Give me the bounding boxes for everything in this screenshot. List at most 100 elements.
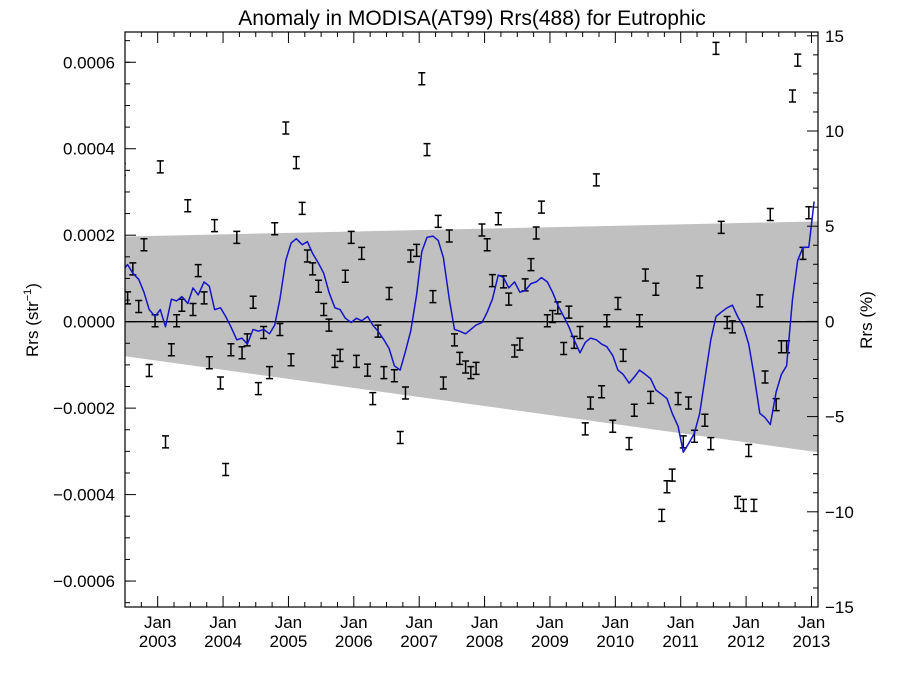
data-point — [745, 443, 753, 458]
data-point-marker — [511, 344, 519, 358]
data-point-marker — [750, 498, 758, 513]
data-point-marker — [658, 508, 666, 523]
data-point-marker — [434, 214, 442, 229]
x-tick-label-month: Jan — [732, 613, 759, 632]
data-point-marker — [162, 435, 170, 449]
data-point — [194, 263, 202, 278]
data-point — [717, 220, 725, 235]
data-point-marker — [761, 370, 769, 384]
data-point — [652, 282, 660, 296]
data-point — [254, 381, 262, 396]
data-point — [249, 295, 257, 309]
data-point — [560, 341, 568, 356]
data-point — [537, 200, 545, 214]
data-point — [707, 436, 715, 451]
data-point-marker — [287, 352, 295, 367]
data-point-marker — [652, 282, 660, 296]
data-point — [352, 354, 360, 369]
y-right-tick-label: −10 — [825, 503, 854, 522]
data-point-marker — [156, 160, 164, 174]
data-point-marker — [805, 205, 813, 220]
data-point-marker — [227, 343, 235, 357]
y-right-tick-label: −5 — [825, 408, 844, 427]
data-point — [167, 343, 175, 357]
data-point — [609, 419, 617, 434]
data-point — [766, 207, 774, 222]
data-point — [734, 495, 742, 510]
data-point — [619, 348, 627, 363]
x-tick-label-month: Jan — [275, 613, 302, 632]
data-point — [336, 348, 344, 363]
data-point — [511, 344, 519, 358]
data-point-marker — [717, 220, 725, 235]
data-point — [227, 343, 235, 357]
data-point-marker — [527, 257, 535, 272]
data-point — [756, 294, 764, 308]
data-point-marker — [233, 230, 241, 245]
data-point-marker — [636, 314, 644, 328]
data-point-marker — [712, 41, 720, 56]
data-point — [429, 289, 437, 304]
data-point — [320, 302, 328, 317]
data-point — [364, 363, 372, 377]
data-point-marker — [505, 292, 513, 306]
data-point — [173, 314, 181, 328]
data-point — [439, 376, 447, 390]
data-point — [401, 386, 409, 400]
y-left-tick-label: 0.0006 — [63, 53, 115, 72]
data-point — [625, 436, 633, 451]
data-point — [636, 314, 644, 328]
data-point — [418, 71, 426, 86]
x-tick-label-year: 2004 — [204, 632, 242, 651]
data-point-marker — [254, 381, 262, 396]
x-tick-label-year: 2012 — [727, 632, 765, 651]
data-point — [739, 498, 747, 513]
y-left-tick-label: −0.0004 — [53, 486, 115, 505]
smoothed-series-line — [125, 201, 815, 453]
data-point — [298, 201, 306, 216]
data-point-marker — [407, 249, 415, 263]
data-point — [472, 361, 480, 376]
data-point — [135, 299, 143, 314]
x-tick-label-month: Jan — [209, 613, 236, 632]
data-point-marker — [592, 173, 600, 187]
data-point — [292, 155, 300, 170]
data-point-marker — [352, 354, 360, 369]
data-point-marker — [249, 295, 257, 309]
data-point-marker — [439, 376, 447, 390]
data-point — [189, 302, 197, 317]
data-point-marker — [194, 263, 202, 278]
data-point-marker — [701, 413, 709, 427]
data-point-marker — [205, 355, 213, 370]
data-point-marker — [674, 391, 682, 406]
data-point — [532, 226, 540, 240]
data-point-marker — [723, 315, 731, 330]
data-point — [434, 214, 442, 229]
data-point — [668, 468, 676, 482]
data-point-marker — [739, 498, 747, 513]
data-point — [543, 314, 551, 328]
data-point — [238, 346, 246, 360]
data-point-marker — [641, 268, 649, 282]
data-point — [385, 286, 393, 301]
data-point-marker — [396, 430, 404, 445]
data-point — [663, 480, 671, 494]
data-point — [701, 413, 709, 427]
data-point — [456, 351, 464, 366]
y-left-tick-label: 0.0000 — [63, 313, 115, 332]
y-left-tick-label: 0.0002 — [63, 226, 115, 245]
data-point — [641, 268, 649, 282]
data-point-marker — [663, 480, 671, 494]
data-point-marker — [358, 246, 366, 261]
data-point — [565, 305, 573, 319]
data-point-marker — [696, 275, 704, 289]
data-point-marker — [418, 71, 426, 86]
data-point-marker — [560, 341, 568, 356]
data-point-marker — [609, 419, 617, 434]
data-point — [505, 292, 513, 306]
data-point-marker — [472, 361, 480, 376]
x-tick-label-month: Jan — [144, 613, 171, 632]
y-axis-title-right: Rrs (%) — [857, 291, 876, 349]
data-point — [761, 370, 769, 384]
